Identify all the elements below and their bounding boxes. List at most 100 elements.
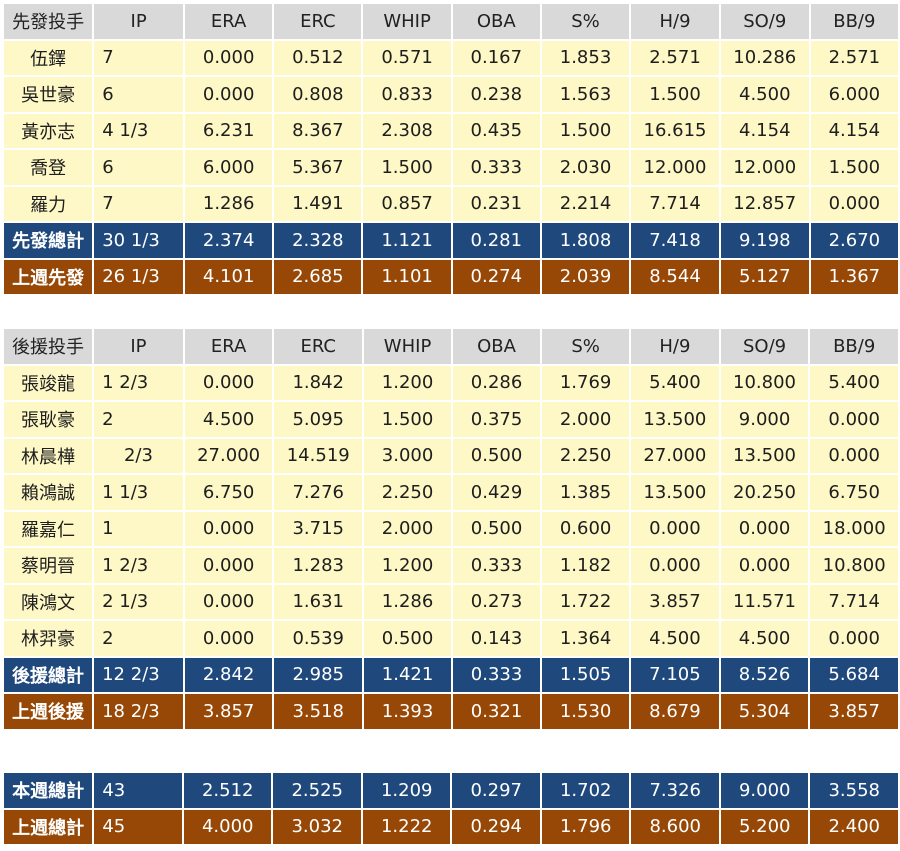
table-row: 張耿豪 2 4.500 5.095 1.500 0.375 2.000 13.500 9.000… bbox=[4, 402, 898, 437]
player-name: 羅力 bbox=[4, 186, 93, 221]
stat-cell: 4.500 bbox=[631, 621, 719, 656]
stat-cell: 0.167 bbox=[452, 40, 540, 75]
header-cell-era: ERA bbox=[185, 4, 273, 39]
stat-cell: 6.000 bbox=[185, 150, 273, 185]
stat-cell: 0.000 bbox=[810, 621, 898, 656]
stat-cell: 4.000 bbox=[183, 809, 272, 844]
stat-cell: 0.000 bbox=[184, 621, 273, 656]
stat-cell: 0.571 bbox=[363, 40, 451, 75]
stat-cell: 0.000 bbox=[184, 584, 273, 619]
stat-cell: 1.385 bbox=[542, 475, 630, 510]
stat-cell: 7.418 bbox=[631, 223, 719, 258]
header-cell-oba: OBA bbox=[452, 4, 540, 39]
stat-cell: 1.769 bbox=[542, 365, 630, 400]
stat-cell: 2.000 bbox=[542, 402, 630, 437]
stat-cell: 8.367 bbox=[274, 113, 362, 148]
stat-cell: 0.857 bbox=[363, 186, 451, 221]
header-cell-so9: SO/9 bbox=[720, 329, 809, 364]
header-cell-h9: H/9 bbox=[631, 4, 719, 39]
header-cell-era: ERA bbox=[184, 329, 273, 364]
header-cell-player: 先發投手 bbox=[4, 4, 93, 39]
stat-cell: 3.857 bbox=[810, 694, 898, 729]
stat-cell: 1.286 bbox=[185, 186, 273, 221]
stat-cell: 5.400 bbox=[631, 365, 719, 400]
player-name: 吳世豪 bbox=[4, 77, 93, 112]
ip-cell: 7 bbox=[94, 186, 184, 221]
stat-cell: 9.000 bbox=[720, 402, 809, 437]
stat-cell: 8.544 bbox=[631, 259, 719, 294]
stat-cell: 5.684 bbox=[810, 657, 898, 692]
stat-cell: 2.328 bbox=[274, 223, 362, 258]
stat-cell: 1.808 bbox=[541, 223, 630, 258]
header-cell-s: S% bbox=[541, 4, 630, 39]
stat-cell: 2.374 bbox=[185, 223, 273, 258]
stat-cell: 1.500 bbox=[541, 113, 630, 148]
stat-cell: 1.393 bbox=[364, 694, 452, 729]
relievers-total-row: 後援總計 12 2/3 2.842 2.985 1.421 0.333 1.505 7.105… bbox=[4, 657, 898, 692]
ip-cell: 2 bbox=[94, 621, 183, 656]
stat-cell: 0.000 bbox=[810, 438, 898, 473]
ip-cell: 1 bbox=[94, 511, 183, 546]
stat-cell: 0.297 bbox=[452, 773, 540, 808]
player-name: 林晨樺 bbox=[4, 438, 93, 473]
table-row: 伍鐸 7 0.000 0.512 0.571 0.167 1.853 2.571 10.286 2… bbox=[4, 40, 898, 75]
stat-cell: 3.715 bbox=[274, 511, 363, 546]
stat-cell: 10.800 bbox=[810, 548, 898, 583]
header-cell-erc: ERC bbox=[274, 329, 363, 364]
stat-cell: 8.679 bbox=[631, 694, 719, 729]
stat-cell: 0.000 bbox=[184, 365, 273, 400]
table-row: 陳鴻文 2 1/3 0.000 1.631 1.286 0.273 1.722 3.857 11… bbox=[4, 584, 898, 619]
stat-cell: 4.154 bbox=[810, 113, 898, 148]
stat-cell: 18.000 bbox=[810, 511, 898, 546]
stat-cell: 3.857 bbox=[184, 694, 273, 729]
stat-cell: 6.750 bbox=[810, 475, 898, 510]
player-name: 上週先發 bbox=[4, 259, 93, 294]
stat-cell: 3.518 bbox=[274, 694, 363, 729]
header-row: 先發投手 IP ERA ERC WHIP OBA S% H/9 SO/9 BB/9 bbox=[4, 4, 898, 39]
stat-cell: 13.500 bbox=[631, 475, 719, 510]
stat-cell: 16.615 bbox=[631, 113, 719, 148]
stat-cell: 12.000 bbox=[631, 150, 719, 185]
starters-total-row: 先發總計 30 1/3 2.374 2.328 1.121 0.281 1.808 7.418… bbox=[4, 223, 898, 258]
stat-cell: 1.702 bbox=[541, 773, 630, 808]
stat-cell: 27.000 bbox=[184, 438, 273, 473]
stat-cell: 4.101 bbox=[185, 259, 273, 294]
stat-cell: 1.200 bbox=[364, 548, 452, 583]
stat-cell: 2.400 bbox=[810, 809, 898, 844]
stat-cell: 27.000 bbox=[631, 438, 719, 473]
stat-cell: 2.670 bbox=[810, 223, 898, 258]
ip-cell: 1 2/3 bbox=[94, 365, 183, 400]
stat-cell: 0.000 bbox=[185, 40, 273, 75]
stat-cell: 0.539 bbox=[274, 621, 363, 656]
ip-cell: 12 2/3 bbox=[94, 657, 183, 692]
stat-cell: 13.500 bbox=[631, 402, 719, 437]
table-row: 黃亦志 4 1/3 6.231 8.367 2.308 0.435 1.500 16.615 4… bbox=[4, 113, 898, 148]
stat-cell: 1.286 bbox=[364, 584, 452, 619]
stat-cell: 2.030 bbox=[541, 150, 630, 185]
stat-cell: 1.200 bbox=[364, 365, 452, 400]
stat-cell: 1.853 bbox=[541, 40, 630, 75]
stat-cell: 0.333 bbox=[453, 657, 541, 692]
stat-cell: 7.714 bbox=[631, 186, 719, 221]
stat-cell: 0.333 bbox=[453, 548, 541, 583]
stat-cell: 3.857 bbox=[631, 584, 719, 619]
header-cell-ip: IP bbox=[94, 4, 184, 39]
stat-cell: 0.375 bbox=[453, 402, 541, 437]
stat-cell: 1.530 bbox=[542, 694, 630, 729]
stat-cell: 0.143 bbox=[453, 621, 541, 656]
stat-cell: 14.519 bbox=[274, 438, 363, 473]
stat-cell: 2.000 bbox=[364, 511, 452, 546]
stat-cell: 2.525 bbox=[273, 773, 361, 808]
stat-cell: 10.286 bbox=[720, 40, 809, 75]
stat-cell: 1.101 bbox=[363, 259, 451, 294]
relievers-last-week-row: 上週後援 18 2/3 3.857 3.518 1.393 0.321 1.530 8.679… bbox=[4, 694, 898, 729]
stat-cell: 1.796 bbox=[541, 809, 630, 844]
stat-cell: 8.600 bbox=[631, 809, 719, 844]
starters-last-week-row: 上週先發 26 1/3 4.101 2.685 1.101 0.274 2.039 8.544… bbox=[4, 259, 898, 294]
ip-cell: 4 1/3 bbox=[94, 113, 184, 148]
stat-cell: 0.286 bbox=[453, 365, 541, 400]
stat-cell: 0.238 bbox=[452, 77, 540, 112]
ip-cell: 45 bbox=[94, 809, 182, 844]
header-cell-erc: ERC bbox=[274, 4, 362, 39]
table-row: 林羿豪 2 0.000 0.539 0.500 0.143 1.364 4.500 4.500 0… bbox=[4, 621, 898, 656]
